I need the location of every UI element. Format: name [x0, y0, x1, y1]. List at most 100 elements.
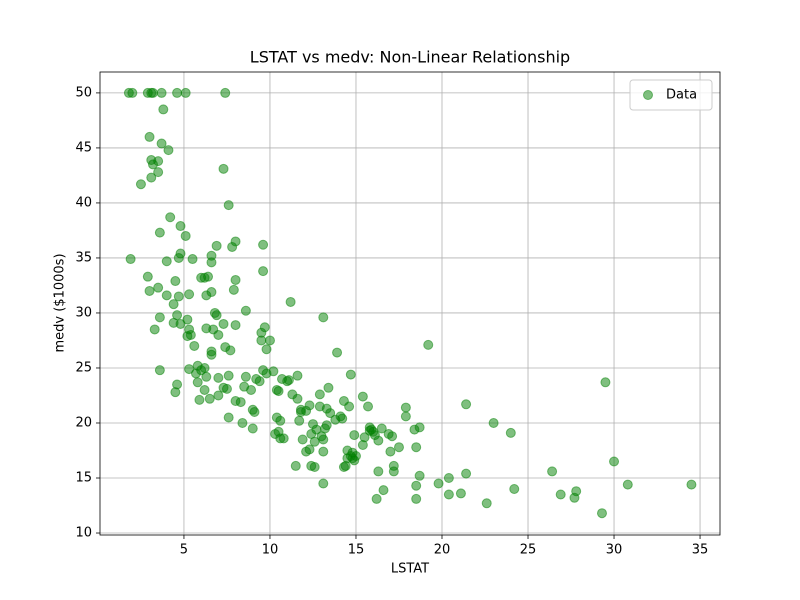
data-point	[203, 271, 214, 282]
data-point	[206, 257, 217, 268]
x-tick-label: 5	[180, 543, 188, 558]
data-point	[180, 87, 191, 98]
data-point	[163, 145, 174, 156]
data-point	[246, 384, 257, 395]
data-point	[488, 417, 499, 428]
data-point	[344, 401, 355, 412]
data-point	[378, 485, 389, 496]
data-point	[285, 296, 296, 307]
data-point	[273, 386, 284, 397]
data-point	[175, 221, 186, 232]
data-point	[173, 291, 184, 302]
data-point	[184, 364, 195, 375]
y-tick-label: 15	[75, 471, 92, 486]
data-point	[144, 131, 155, 142]
data-point	[240, 305, 251, 316]
data-point	[433, 478, 444, 489]
data-point	[369, 430, 380, 441]
data-point	[223, 370, 234, 381]
data-point	[127, 87, 138, 98]
data-point	[258, 239, 269, 250]
data-point	[461, 399, 472, 410]
data-point	[135, 179, 146, 190]
data-point	[225, 345, 236, 356]
chart-title: LSTAT vs medv: Non-Linear Relationship	[250, 48, 570, 67]
data-point	[363, 401, 374, 412]
data-point	[505, 427, 516, 438]
data-point	[622, 479, 633, 490]
data-point	[261, 344, 272, 355]
data-point	[227, 241, 238, 252]
data-point	[414, 470, 425, 481]
x-tick-label: 30	[606, 543, 623, 558]
data-point	[264, 335, 275, 346]
data-point	[175, 318, 186, 329]
data-point	[282, 376, 293, 387]
data-point	[256, 335, 267, 346]
data-point	[211, 240, 222, 251]
data-point	[158, 104, 169, 115]
data-point	[184, 289, 195, 300]
data-point	[144, 285, 155, 296]
data-point	[189, 340, 200, 351]
data-point	[275, 415, 286, 426]
data-point	[165, 212, 176, 223]
data-point	[153, 282, 164, 293]
data-point	[278, 433, 289, 444]
y-axis-label: medv ($1000s)	[53, 253, 68, 352]
data-point	[318, 478, 329, 489]
data-point	[423, 339, 434, 350]
data-point	[192, 377, 203, 388]
x-tick-label: 35	[692, 543, 709, 558]
data-point	[154, 312, 165, 323]
x-tick-label: 15	[348, 543, 365, 558]
data-point	[173, 252, 184, 263]
y-tick-label: 25	[75, 360, 92, 375]
data-point	[223, 412, 234, 423]
x-axis-label: LSTAT	[391, 562, 429, 577]
data-point	[161, 290, 172, 301]
data-point	[455, 488, 466, 499]
data-point	[321, 403, 332, 414]
data-point	[230, 274, 241, 285]
y-tick-label: 40	[75, 195, 92, 210]
x-tick-label: 20	[434, 543, 451, 558]
data-point	[168, 299, 179, 310]
data-point	[147, 87, 158, 98]
data-point	[228, 284, 239, 295]
data-point	[292, 370, 303, 381]
data-point	[481, 498, 492, 509]
data-point	[153, 167, 164, 178]
data-point	[218, 318, 229, 329]
x-tick-label: 10	[262, 543, 279, 558]
data-point	[290, 460, 301, 471]
data-point	[443, 489, 454, 500]
data-point	[170, 276, 181, 287]
data-point	[547, 466, 558, 477]
data-point	[294, 415, 305, 426]
legend-box	[629, 79, 713, 111]
data-point	[213, 390, 224, 401]
legend-label: Data	[666, 88, 697, 103]
data-point	[230, 320, 241, 331]
data-point	[411, 493, 422, 504]
data-point	[304, 444, 315, 455]
data-point	[320, 423, 331, 434]
data-point	[213, 329, 224, 340]
data-point	[323, 382, 334, 393]
data-point	[443, 473, 454, 484]
data-point	[153, 156, 164, 167]
data-point	[211, 310, 222, 321]
data-point	[249, 406, 260, 417]
data-point	[371, 493, 382, 504]
data-point	[156, 138, 167, 149]
data-point	[400, 411, 411, 422]
data-point	[170, 387, 181, 398]
data-point	[180, 230, 191, 241]
data-point	[376, 423, 387, 434]
legend-marker	[643, 90, 653, 100]
data-point	[309, 436, 320, 447]
plot-frame	[99, 71, 721, 536]
data-point	[409, 424, 420, 435]
y-tick-label: 20	[75, 415, 92, 430]
